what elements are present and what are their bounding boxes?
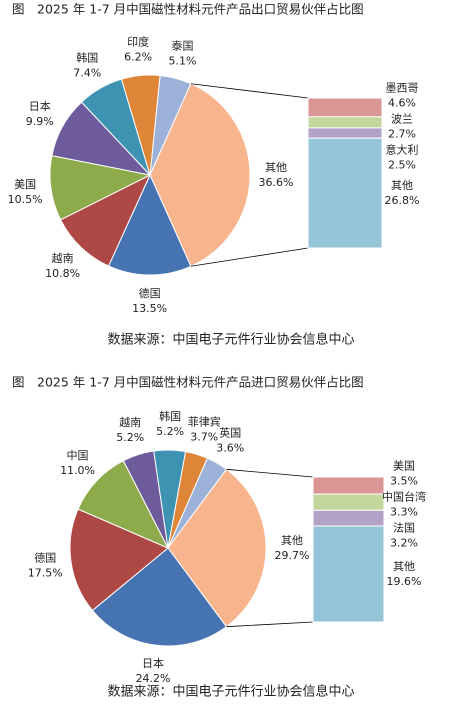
slice-value-label: 10.8% — [45, 267, 80, 280]
bar-segment — [307, 127, 383, 139]
bar-segment — [312, 493, 385, 511]
slice-label: 其他 — [281, 534, 303, 547]
bar-segment — [312, 525, 385, 623]
slice-label: 泰国 — [171, 38, 193, 52]
bar-value-label: 19.6% — [387, 575, 422, 588]
bar-segment — [312, 509, 385, 527]
pie-slice — [69, 508, 169, 612]
pie-slice — [167, 451, 208, 549]
slice-value-label: 3.6% — [216, 442, 244, 455]
bar-value-label: 2.5% — [388, 158, 416, 171]
source-note: 数据来源：中国电子元件行业协会信息中心 — [107, 332, 354, 348]
bar-label: 波兰 — [391, 112, 413, 125]
pie-slice — [91, 547, 228, 647]
bar-label: 意大利 — [386, 142, 419, 156]
bar-label: 美国 — [393, 460, 415, 473]
chart-title: 图 2025 年 1-7 月中国磁性材料元件产品出口贸易伙伴占比图 — [12, 2, 364, 17]
pie-slice — [59, 173, 152, 267]
slice-value-label: 29.7% — [275, 549, 310, 562]
pie-slice — [107, 173, 192, 276]
connector — [190, 83, 309, 99]
bar-segment — [307, 97, 383, 118]
slice-label: 日本 — [29, 99, 51, 113]
chart-title: 图 2025 年 1-7 月中国磁性材料元件产品进口贸易伙伴占比图 — [12, 375, 364, 390]
slice-value-label: 24.2% — [136, 672, 171, 685]
bar-value-label: 3.3% — [390, 506, 418, 519]
slice-label: 中国 — [67, 449, 89, 462]
bar-segment — [312, 476, 385, 495]
bar-value-label: 3.5% — [390, 475, 418, 488]
slice-label: 印度 — [127, 35, 149, 49]
slice-label: 越南 — [119, 415, 141, 429]
slice-label: 德国 — [34, 550, 56, 564]
bar-value-label: 26.8% — [385, 194, 420, 207]
pie-slice — [77, 460, 170, 550]
bar-value-label: 3.2% — [390, 537, 418, 550]
slice-value-label: 5.2% — [116, 431, 144, 444]
slice-label: 菲律宾 — [188, 414, 221, 428]
bar-label: 法国 — [393, 521, 415, 535]
connector — [226, 621, 314, 628]
slice-label: 美国 — [14, 178, 36, 191]
slice-label: 其他 — [265, 161, 287, 174]
bar-label: 中国台湾 — [382, 490, 426, 504]
bar-label: 其他 — [391, 179, 413, 192]
slice-label: 越南 — [52, 251, 74, 265]
slice-value-label: 5.1% — [169, 54, 197, 67]
connector — [190, 247, 309, 267]
slice-label: 韩国 — [76, 51, 98, 65]
bar-value-label: 4.6% — [388, 96, 416, 109]
slice-label: 德国 — [139, 286, 161, 300]
slice-value-label: 36.6% — [259, 176, 294, 189]
slice-label: 日本 — [142, 656, 164, 670]
slice-label: 英国 — [219, 426, 241, 440]
slice-value-label: 6.2% — [124, 51, 152, 64]
connector — [226, 468, 314, 478]
slice-label: 韩国 — [159, 409, 181, 423]
slice-value-label: 7.4% — [73, 67, 101, 80]
source-note: 数据来源：中国电子元件行业协会信息中心 — [107, 684, 354, 700]
bar-value-label: 2.7% — [388, 127, 416, 140]
slice-value-label: 13.5% — [132, 302, 167, 315]
slice-value-label: 10.5% — [8, 193, 43, 206]
slice-value-label: 17.5% — [28, 566, 63, 579]
bar-label: 其他 — [393, 560, 415, 573]
pie-slice — [120, 74, 161, 176]
slice-value-label: 11.0% — [60, 464, 95, 477]
bar-segment — [307, 116, 383, 129]
slice-value-label: 3.7% — [190, 430, 218, 443]
pie-slice — [149, 83, 251, 267]
slice-value-label: 9.9% — [26, 115, 54, 128]
bar-segment — [307, 137, 383, 249]
bar-label: 墨西哥 — [386, 81, 419, 94]
pie-slice — [167, 468, 267, 628]
slice-value-label: 5.2% — [156, 425, 184, 438]
